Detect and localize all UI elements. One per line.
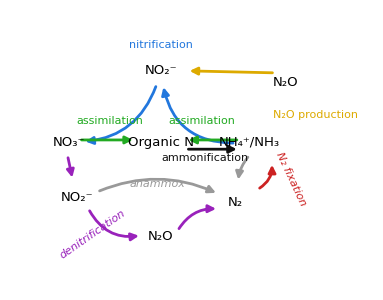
Text: denitrification: denitrification <box>58 208 127 261</box>
Text: N₂ fixation: N₂ fixation <box>275 151 308 208</box>
Text: N₂O production: N₂O production <box>273 110 357 119</box>
Text: NO₃⁻: NO₃⁻ <box>52 136 85 149</box>
Text: Organic N: Organic N <box>128 136 194 149</box>
Text: anammox: anammox <box>130 179 186 189</box>
Text: NH₄⁺/NH₃: NH₄⁺/NH₃ <box>219 136 280 149</box>
Text: N₂O: N₂O <box>273 76 298 89</box>
Text: NO₂⁻: NO₂⁻ <box>144 64 177 77</box>
Text: assimilation: assimilation <box>169 116 236 127</box>
Text: NO₂⁻: NO₂⁻ <box>61 191 94 204</box>
Text: N₂: N₂ <box>228 196 242 209</box>
Text: assimilation: assimilation <box>77 116 144 127</box>
Text: N₂O: N₂O <box>148 230 173 244</box>
Text: ammonification: ammonification <box>162 153 249 164</box>
Text: nitrification: nitrification <box>129 40 193 50</box>
